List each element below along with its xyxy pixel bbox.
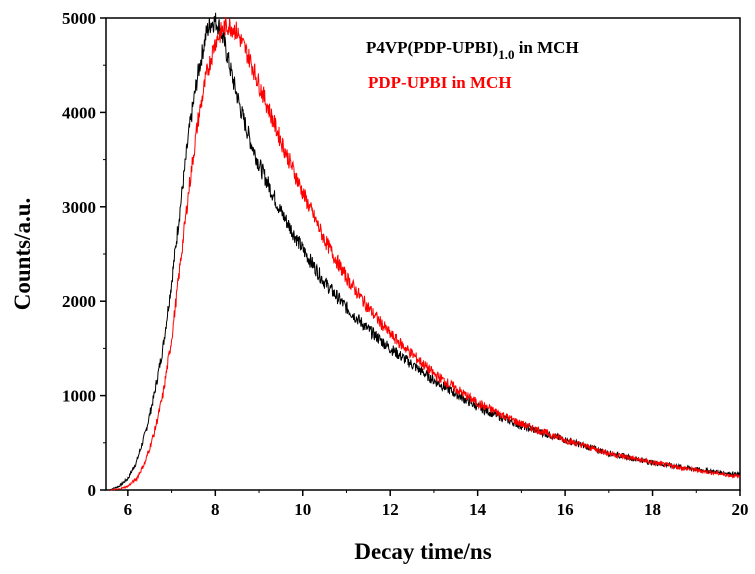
y-tick-label: 2000 bbox=[62, 292, 96, 311]
x-tick-label: 14 bbox=[469, 500, 487, 519]
legend-entry-0: P4VP(PDP-UPBI)1.0 in MCH bbox=[366, 38, 579, 62]
x-tick-label: 12 bbox=[382, 500, 399, 519]
x-tick-label: 8 bbox=[211, 500, 220, 519]
x-tick-label: 6 bbox=[124, 500, 133, 519]
x-tick-label: 10 bbox=[294, 500, 311, 519]
y-tick-label: 5000 bbox=[62, 9, 96, 28]
series-layer bbox=[110, 12, 741, 491]
tick-layer: 6 8 10 12 14 16 18 20 0 1000 2000 3000 4000 5000 bbox=[62, 9, 749, 519]
legend: P4VP(PDP-UPBI)1.0 in MCH PDP-UPBI in MCH bbox=[366, 38, 579, 92]
x-tick-label: 20 bbox=[732, 500, 749, 519]
y-axis-title: Counts/a.u. bbox=[10, 198, 35, 310]
y-tick-label: 1000 bbox=[62, 387, 96, 406]
series-line-1 bbox=[110, 16, 741, 491]
x-tick-label: 18 bbox=[644, 500, 661, 519]
series-line-0 bbox=[110, 12, 741, 491]
x-axis-title: Decay time/ns bbox=[354, 539, 491, 564]
y-tick-label: 0 bbox=[88, 481, 97, 500]
x-tick-label: 16 bbox=[557, 500, 574, 519]
y-tick-label: 4000 bbox=[62, 103, 96, 122]
legend-entry-1: PDP-UPBI in MCH bbox=[368, 73, 512, 92]
y-tick-label: 3000 bbox=[62, 198, 96, 217]
